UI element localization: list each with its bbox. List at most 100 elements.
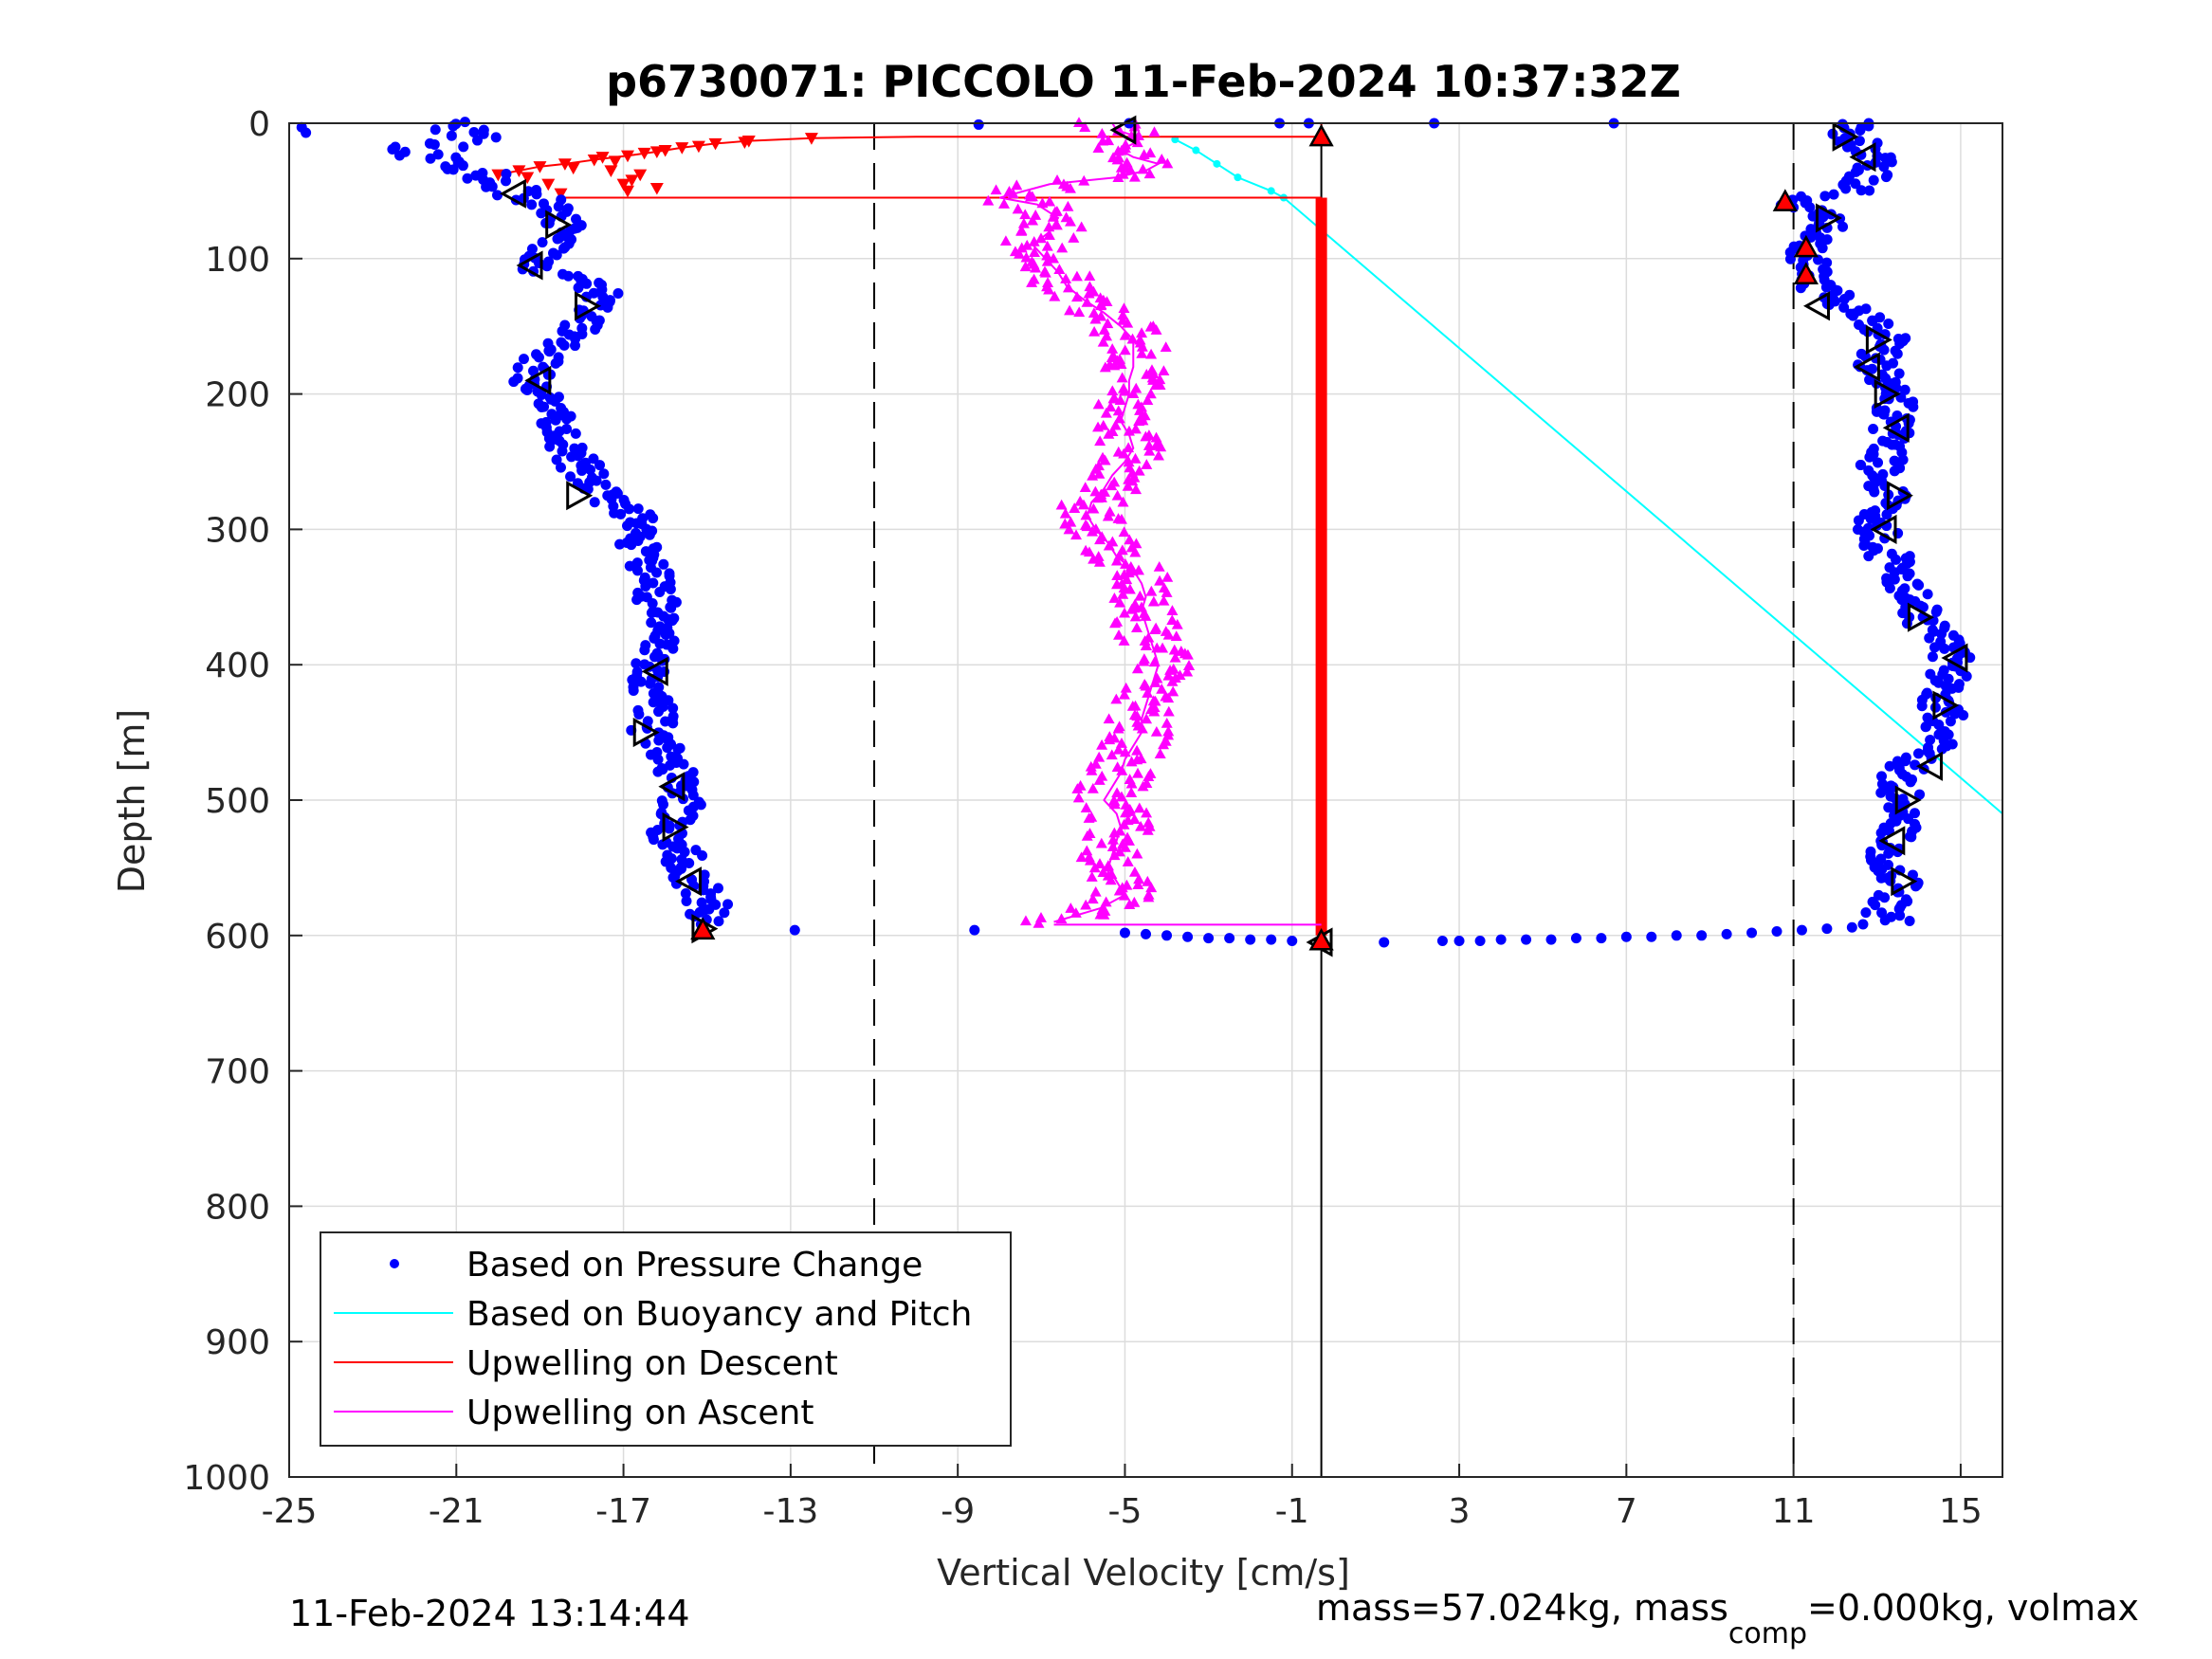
pressure-point-descent: [672, 743, 684, 755]
pressure-point-descent: [458, 141, 469, 153]
ascent-upwelling-point: [1156, 153, 1168, 164]
pressure-point-ascent: [1838, 293, 1850, 304]
pressure-point-ascent: [1961, 670, 1972, 682]
ascent-upwelling-point: [1133, 465, 1145, 476]
pressure-point-ascent: [1837, 221, 1849, 232]
ascent-upwelling-point: [1035, 232, 1048, 244]
pressure-point-descent: [432, 149, 444, 160]
legend-label-buoyancy: Based on Buoyancy and Pitch: [466, 1295, 972, 1334]
ascent-upwelling-point: [1113, 884, 1125, 896]
pressure-point-ascent: [1920, 721, 1931, 733]
pressure-point-ascent: [1889, 465, 1900, 477]
pressure-point-turn: [1453, 936, 1465, 947]
pressure-point-descent: [521, 384, 533, 395]
y-tick-label: 1000: [183, 1459, 270, 1498]
ascent-upwelling-point: [1128, 813, 1141, 825]
pressure-point-ascent: [1856, 185, 1867, 196]
pressure-point-descent: [680, 887, 691, 899]
legend: Based on Pressure Change Based on Buoyan…: [320, 1231, 1012, 1447]
descent-upwelling-point: [533, 161, 547, 173]
open-triangle-marker: [658, 772, 686, 802]
pressure-point-turn: [1245, 934, 1256, 945]
pressure-point-descent: [684, 858, 695, 869]
descent-upwelling-point: [616, 178, 631, 191]
ascent-upwelling-point: [1129, 423, 1142, 434]
ascent-upwelling-point: [1041, 240, 1053, 251]
descent-upwelling-point: [554, 188, 568, 201]
descent-upwelling-point: [741, 135, 756, 148]
descent-upwelling-band: [1315, 197, 1327, 936]
pressure-point-ascent: [1936, 743, 1947, 755]
ascent-upwelling-point: [1129, 452, 1142, 464]
ascent-upwelling-point: [1149, 624, 1161, 634]
ascent-upwelling-point: [1110, 693, 1123, 704]
y-tick-label: 300: [205, 511, 270, 550]
pressure-point-descent: [549, 395, 560, 407]
ascent-upwelling-point: [1117, 309, 1129, 320]
ascent-upwelling-point: [1112, 743, 1124, 755]
ascent-upwelling-point: [1112, 513, 1124, 523]
pressure-point-ascent: [1889, 574, 1900, 585]
pressure-point-ascent: [1930, 607, 1942, 618]
pressure-point-descent: [501, 175, 512, 187]
pressure-point-ascent: [1881, 509, 1892, 520]
ascent-upwelling-point: [1012, 203, 1024, 214]
pressure-point-descent: [631, 565, 643, 576]
series-layer: [296, 115, 2003, 957]
ascent-upwelling-point: [1137, 780, 1149, 792]
ascent-upwelling-point: [1115, 358, 1127, 370]
ascent-upwelling-point: [1134, 405, 1146, 415]
pressure-point-ascent: [1878, 344, 1890, 356]
ascent-upwelling-point: [1136, 327, 1148, 338]
pressure-point-descent: [457, 160, 468, 172]
ascent-upwelling-point: [1065, 516, 1077, 527]
ascent-upwelling-point: [1069, 502, 1081, 513]
pressure-point-ascent: [1929, 702, 1941, 713]
pressure-point-ascent: [1897, 454, 1909, 465]
ascent-upwelling-point: [1125, 603, 1138, 614]
ascent-upwelling-point: [1144, 320, 1157, 332]
ascent-upwelling-point: [1088, 285, 1100, 297]
ascent-upwelling-point: [1103, 539, 1115, 551]
ascent-upwelling-point: [1154, 574, 1166, 586]
ascent-upwelling-point: [1047, 210, 1059, 222]
ascent-upwelling-point: [1081, 830, 1093, 841]
ascent-upwelling-point: [1051, 219, 1063, 230]
ascent-upwelling-point: [1069, 907, 1082, 918]
pressure-point-descent: [648, 513, 659, 524]
descent-upwelling-point: [649, 182, 664, 195]
pressure-point-ascent: [1936, 629, 1947, 640]
ascent-upwelling-point: [1153, 560, 1165, 572]
pressure-point-turn: [1746, 927, 1758, 939]
open-triangle-marker: [1874, 379, 1901, 410]
ascent-upwelling-point: [1108, 592, 1121, 603]
ascent-upwelling-point: [1092, 142, 1105, 153]
pressure-point-ascent: [1804, 202, 1816, 213]
pressure-point-descent: [678, 758, 689, 770]
descent-upwelling-point: [620, 185, 634, 198]
filled-red-marker: [1308, 927, 1334, 951]
open-triangle-marker: [524, 365, 552, 395]
ascent-upwelling-point: [1095, 837, 1107, 848]
ascent-upwelling-point: [1102, 510, 1114, 521]
ascent-upwelling-point: [1094, 435, 1106, 447]
pressure-point-descent: [550, 414, 561, 426]
pressure-point-descent: [631, 594, 643, 606]
pressure-point-turn: [1266, 934, 1277, 945]
ascent-upwelling-point: [1133, 802, 1145, 813]
ascent-upwelling-point: [1116, 764, 1128, 775]
pressure-point-ascent: [1892, 348, 1903, 359]
legend-swatch-pressure: [390, 1259, 399, 1268]
ascent-upwelling-point: [1041, 255, 1053, 266]
ascent-upwelling-point: [990, 184, 1002, 195]
ascent-upwelling-point: [1079, 520, 1091, 530]
ascent-upwelling-point: [1161, 717, 1173, 728]
ascent-upwelling-point: [1142, 687, 1154, 698]
ascent-upwelling-point: [1106, 480, 1118, 491]
ascent-upwelling-point: [1123, 456, 1135, 467]
ascent-upwelling-point: [1080, 509, 1092, 520]
pressure-point-descent: [557, 446, 568, 457]
ascent-upwelling-point: [1055, 913, 1068, 924]
pressure-point-descent: [598, 468, 610, 480]
pressure-point-ascent: [1867, 316, 1878, 327]
